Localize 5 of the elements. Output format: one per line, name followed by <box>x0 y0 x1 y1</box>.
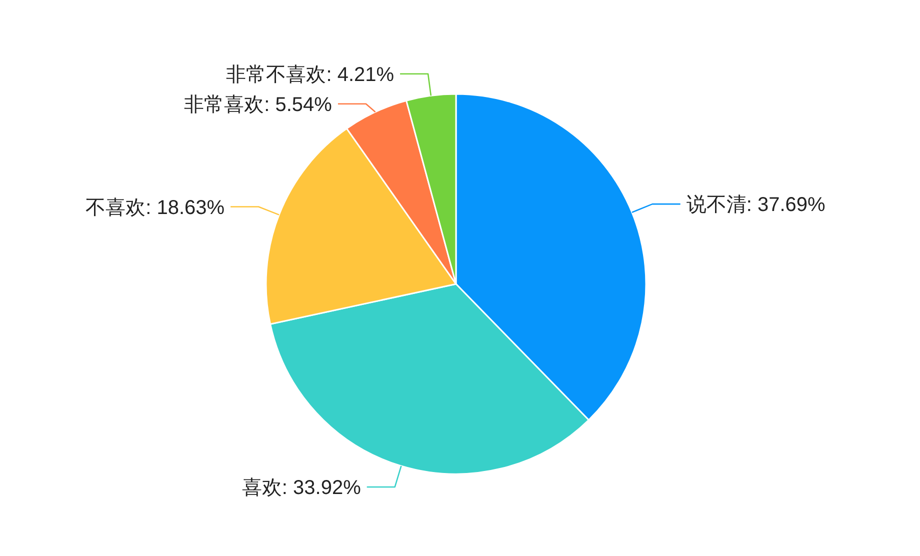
slice-label: 说不清: 37.69% <box>686 194 826 216</box>
slice-label: 非常不喜欢: 4.21% <box>226 64 394 86</box>
slice-label: 喜欢: 33.92% <box>242 476 362 499</box>
slice-label: 非常喜欢: 5.54% <box>184 94 332 116</box>
slice-label: 不喜欢: 18.63% <box>86 196 225 219</box>
